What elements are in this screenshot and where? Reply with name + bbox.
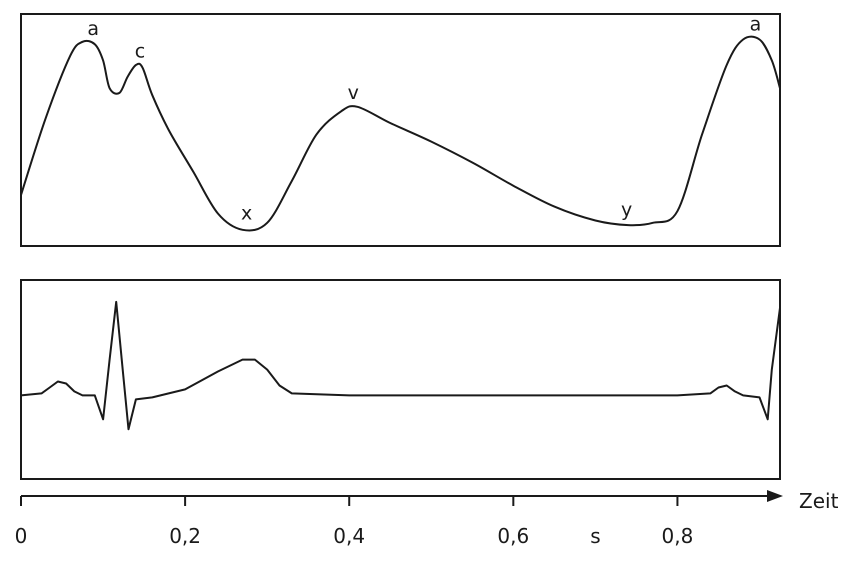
- ecg-curve: [20, 300, 781, 431]
- wave-label-x: x: [241, 203, 252, 225]
- bottom-panel-frame: [20, 279, 781, 480]
- axis-tick-label: 0: [15, 524, 28, 548]
- wave-label-a: a: [750, 14, 762, 36]
- wave-label-v: v: [348, 82, 359, 104]
- axis-tick-label: 0,2: [169, 524, 201, 548]
- wave-label-c: c: [135, 41, 145, 63]
- wave-label-a: a: [87, 18, 99, 40]
- axis-unit-label: s: [590, 524, 600, 548]
- wave-labels: a c x v y a: [87, 14, 761, 225]
- axis-ticks: 0 0,2 0,4 0,6 0,8: [15, 496, 694, 548]
- axis-tick-label: 0,8: [662, 524, 694, 548]
- pressure-curve: [20, 35, 781, 232]
- wave-label-y: y: [621, 199, 632, 221]
- axis-tick-label: 0,6: [497, 524, 529, 548]
- top-panel-frame: [20, 13, 781, 247]
- axis-tick-label: 0,4: [333, 524, 365, 548]
- axis-title-zeit: Zeit: [799, 489, 839, 513]
- axis-arrowhead: [767, 490, 783, 502]
